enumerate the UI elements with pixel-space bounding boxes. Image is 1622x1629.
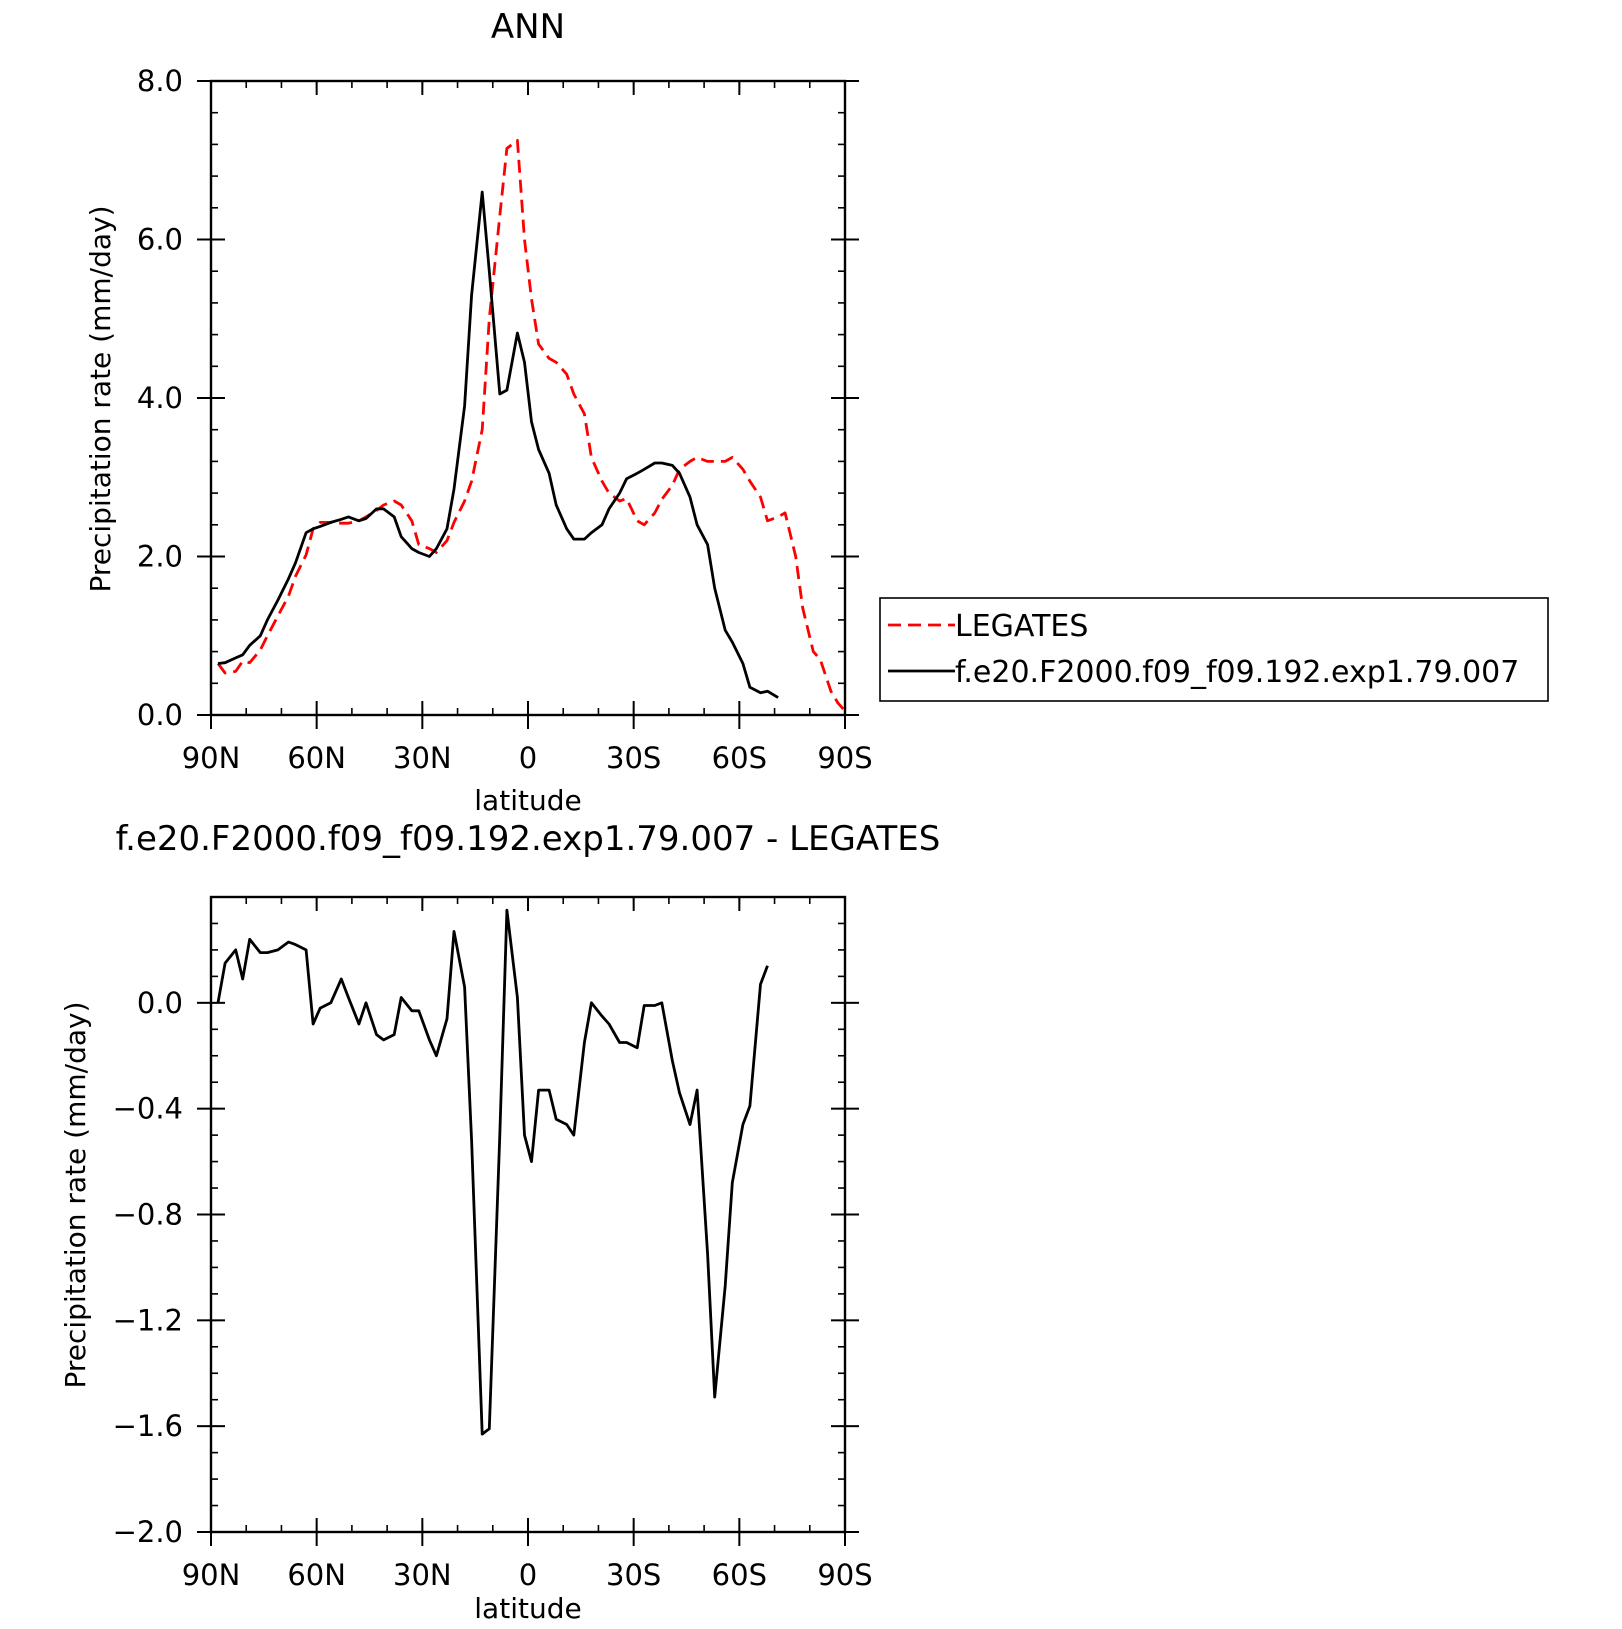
series-line-1 [216,138,847,712]
y-tick-label: −1.2 [113,1303,183,1337]
zonal-mean-chart: ANN 90N 60N 30N 0 30S 60S 90S 0.0 2.0 4.0 6.0 8.0 l… [84,7,1549,817]
legend-box [879,597,1549,702]
legend: LEGATES f.e20.F2000.f09_f09.192.exp1.79.… [879,597,1549,702]
x-tick-label: 30S [606,741,661,775]
x-tick-label: 90N [182,741,241,775]
y-tick-label: 0.0 [137,698,183,732]
y-axis-label: Precipitation rate (mm/day) [59,1001,92,1388]
x-tick-label: 60S [712,741,767,775]
difference-chart: f.e20.F2000.f09_f09.192.exp1.79.007 - LE… [59,819,941,1625]
y-tick-label: 0.0 [137,986,183,1020]
y-tick-label: 4.0 [137,381,183,415]
plot-frame [209,895,847,1534]
y-axis-label: Precipitation rate (mm/day) [84,205,117,592]
series-line-2 [217,190,779,699]
y-tick-label: −0.4 [113,1092,183,1126]
y-tick-label: −0.8 [113,1198,183,1232]
x-axis-label: latitude [474,784,581,817]
x-tick-label: 30N [393,1558,452,1592]
x-tick-label: 0 [519,741,537,775]
plot-area: 90N 60N 30N 0 30S 60S 90S 0.0 2.0 4.0 6.0 8.0 [137,64,873,775]
x-tick-label: 90S [817,1558,872,1592]
x-axis-label: latitude [474,1592,581,1624]
x-tick-label: 90N [182,1558,241,1592]
y-tick-label: −2.0 [113,1515,183,1549]
x-tick-label: 60S [712,1558,767,1592]
x-tick-label: 60N [287,741,346,775]
chart-title: ANN [491,7,565,47]
plot-area: 90N 60N 30N 0 30S 60S 90S 0.0 −0.4 −0.8 −1.2 −1.6 −2… [113,895,873,1592]
y-tick-label: 8.0 [137,64,183,98]
x-tick-label: 30N [393,741,452,775]
y-tick-label: 2.0 [137,540,183,574]
series-line-1 [216,908,769,1436]
y-tick-label: −1.6 [113,1409,183,1443]
chart-title: f.e20.F2000.f09_f09.192.exp1.79.007 - LE… [116,819,941,859]
legend-label-model: f.e20.F2000.f09_f09.192.exp1.79.007 [955,655,1519,690]
x-tick-label: 30S [606,1558,661,1592]
x-tick-label: 90S [817,741,872,775]
y-tick-label: 6.0 [137,223,183,257]
legend-label-legates: LEGATES [955,609,1088,644]
x-tick-label: 60N [287,1558,346,1592]
x-tick-label: 0 [519,1558,537,1592]
